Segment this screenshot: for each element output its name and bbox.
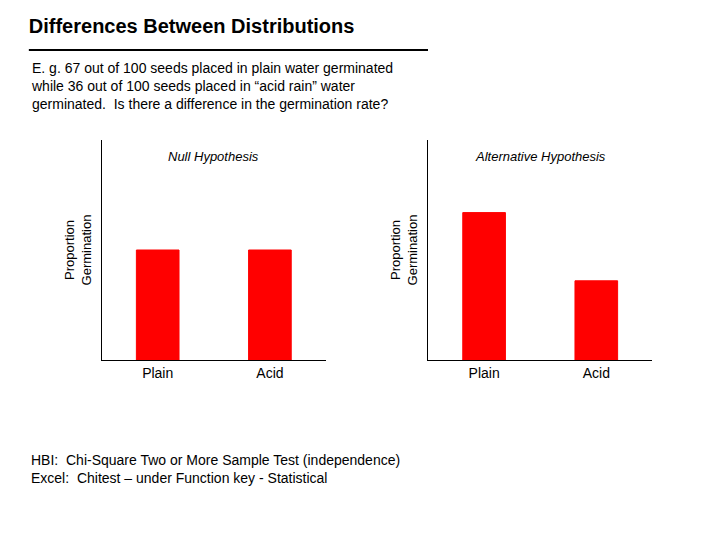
- svg-text:Acid: Acid: [256, 365, 283, 381]
- svg-text:E. g. 67 out of 100 seeds plac: E. g. 67 out of 100 seeds placed in plai…: [31, 60, 393, 112]
- svg-text:Plain: Plain: [469, 365, 500, 381]
- svg-text:ProportionGermination: ProportionGermination: [62, 215, 94, 286]
- svg-text:HBI: Chi-Square Two or More S: HBI: Chi-Square Two or More Sample Test …: [31, 452, 400, 486]
- svg-text:Null Hypothesis: Null Hypothesis: [168, 149, 259, 164]
- svg-text:Differences Between Distributi: Differences Between Distributions: [29, 15, 355, 37]
- svg-text:Plain: Plain: [142, 365, 173, 381]
- svg-text:Acid: Acid: [583, 365, 610, 381]
- svg-text:Alternative Hypothesis: Alternative Hypothesis: [475, 149, 606, 164]
- svg-text:ProportionGermination: ProportionGermination: [388, 215, 420, 286]
